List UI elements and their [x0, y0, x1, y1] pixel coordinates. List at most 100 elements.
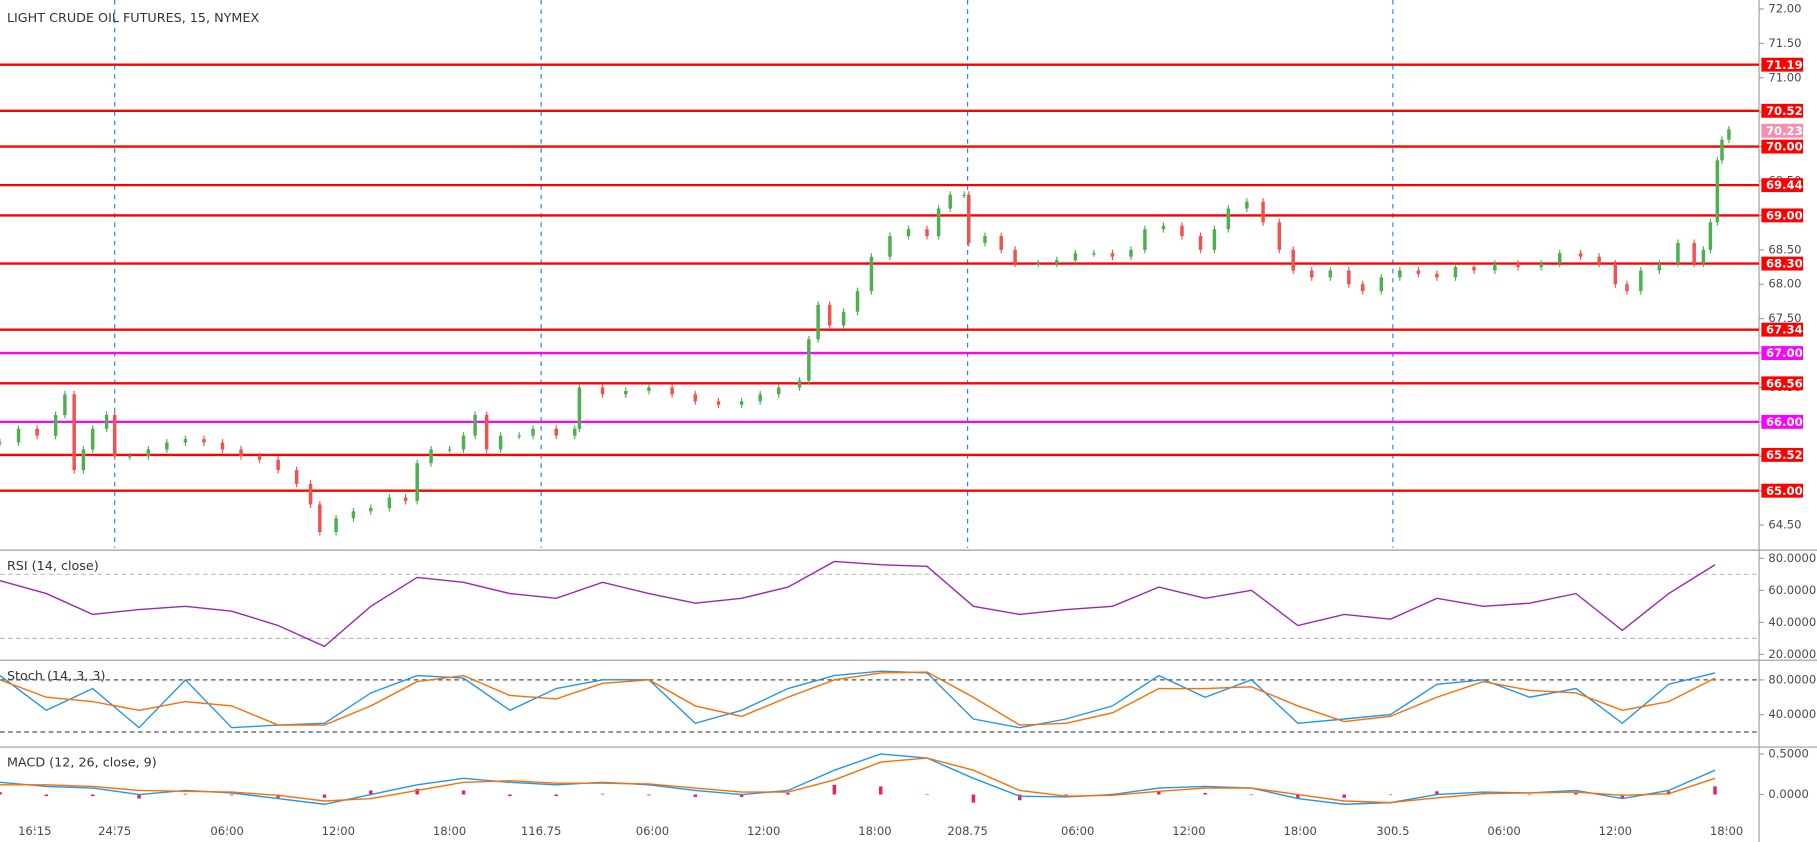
histogram-bar — [1249, 794, 1254, 796]
histogram-bar — [322, 794, 327, 798]
candle — [670, 387, 674, 395]
candle — [1676, 242, 1680, 264]
y-tick-label: 71.00 — [1768, 70, 1801, 84]
histogram-bar — [415, 788, 419, 795]
candle — [220, 442, 225, 450]
indicator-line — [0, 757, 1716, 804]
candle — [1310, 270, 1314, 278]
histogram-bar — [0, 792, 2, 795]
candle — [1727, 129, 1731, 140]
histogram-bar — [1018, 794, 1022, 801]
candle — [1110, 253, 1115, 257]
histogram-bar — [369, 790, 373, 795]
histogram-bar — [1296, 794, 1300, 799]
x-tick-label: 24.75 — [98, 824, 131, 838]
last-price-tag — [1761, 123, 1804, 138]
level-label: 67.00 — [1766, 346, 1803, 360]
level-tag — [1761, 322, 1804, 337]
candle — [1212, 229, 1217, 250]
candle — [165, 442, 169, 450]
candle — [429, 449, 433, 464]
candle — [276, 459, 280, 471]
level-label: 69.44 — [1766, 178, 1803, 192]
candle — [624, 390, 628, 395]
candle — [1701, 249, 1706, 264]
candle — [999, 236, 1003, 250]
x-tick-label: 06:00 — [210, 824, 243, 838]
histogram-bar — [1713, 786, 1717, 795]
candle — [1013, 249, 1017, 264]
candle — [202, 439, 206, 443]
histogram-bar — [1203, 792, 1207, 795]
candle — [693, 394, 698, 402]
candle — [1361, 284, 1365, 292]
x-tick-label: 12:00 — [322, 824, 355, 838]
candle — [807, 339, 811, 381]
candle — [1639, 270, 1643, 292]
histogram-bar — [786, 792, 790, 795]
candle — [517, 435, 521, 437]
level-label: 67.34 — [1766, 323, 1803, 337]
y-tick-label: 80.0000 — [1768, 672, 1816, 686]
candle — [104, 414, 109, 429]
candle — [1036, 263, 1041, 265]
x-tick-label: 16:15 — [18, 824, 51, 838]
candle — [962, 194, 966, 196]
x-tick-label: 12:00 — [1172, 824, 1205, 838]
level-tag — [1761, 57, 1804, 72]
candle — [716, 401, 721, 405]
candle — [827, 304, 832, 326]
candle — [1472, 267, 1476, 271]
level-tag — [1761, 256, 1804, 271]
candle — [16, 428, 21, 443]
candle — [841, 311, 846, 326]
histogram-bar — [90, 794, 95, 797]
level-label: 65.52 — [1766, 448, 1803, 462]
candle — [1180, 225, 1184, 237]
candle — [1198, 236, 1203, 250]
candle — [1073, 253, 1078, 261]
x-tick-label: 18:00 — [858, 824, 891, 838]
candle — [1453, 267, 1458, 278]
y-tick-label: 68.00 — [1768, 277, 1801, 291]
candle — [600, 387, 605, 395]
candle — [1129, 249, 1133, 257]
histogram-bar — [1435, 791, 1439, 795]
candle — [308, 483, 313, 505]
y-tick-label: 72.00 — [1768, 1, 1801, 15]
candle — [1379, 277, 1384, 292]
candle — [776, 387, 781, 395]
x-tick-label: 116.75 — [521, 824, 562, 838]
histogram-bar — [1388, 794, 1393, 796]
candle — [1613, 263, 1618, 285]
candle — [183, 439, 188, 443]
candle — [1161, 225, 1166, 230]
candle — [1435, 273, 1439, 278]
candle — [81, 449, 86, 471]
candle — [1578, 253, 1583, 257]
histogram-bar — [647, 794, 651, 796]
level-label: 69.00 — [1766, 208, 1803, 222]
candle — [72, 394, 76, 471]
candle — [816, 304, 820, 340]
histogram-bar — [925, 794, 929, 796]
candle — [351, 511, 356, 519]
histogram-bar — [554, 794, 558, 797]
y-tick-label: 80.0000 — [1768, 551, 1816, 565]
candle — [0, 442, 2, 444]
y-tick-label: 60.0000 — [1768, 583, 1816, 597]
x-tick-label: 18:00 — [433, 824, 466, 838]
histogram-bar — [183, 793, 188, 795]
candle — [577, 387, 582, 429]
x-tick-label: 208.75 — [947, 824, 988, 838]
candle — [35, 428, 39, 436]
histogram-bar — [230, 794, 234, 796]
candle — [1226, 208, 1231, 230]
candle — [403, 497, 408, 502]
candle — [948, 194, 952, 209]
pane-title: MACD (12, 26, close, 9) — [7, 756, 157, 771]
candle — [1692, 242, 1696, 264]
level-label: 66.56 — [1766, 376, 1803, 390]
candle — [1597, 256, 1601, 264]
